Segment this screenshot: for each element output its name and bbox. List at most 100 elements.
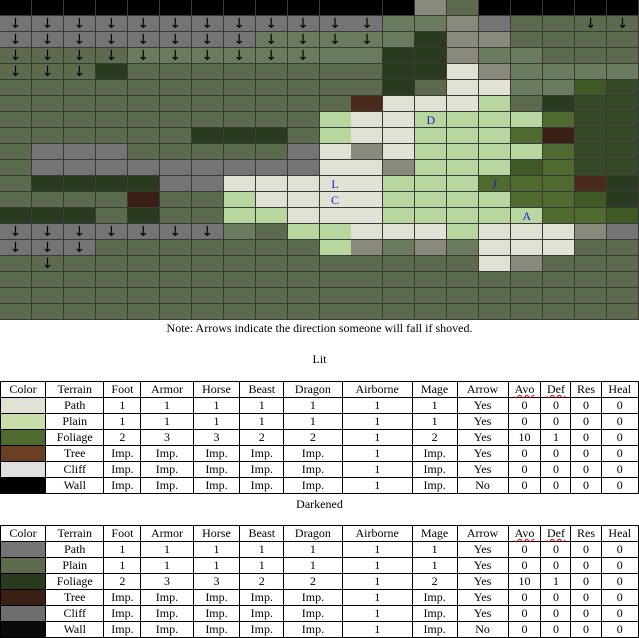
map-tile: ↓: [0, 64, 32, 80]
map-tile: ↓: [575, 15, 608, 32]
table-cell: 0: [600, 477, 639, 494]
table-cell: Imp.: [192, 445, 241, 462]
map-tile: [223, 192, 256, 208]
table-cell: Foliage: [44, 429, 105, 446]
table-cell: Tree: [44, 589, 105, 606]
table-cell: Imp.: [103, 605, 142, 622]
map-tile: [159, 80, 192, 96]
map-tile: [319, 96, 352, 112]
map-tile: [447, 112, 480, 128]
map-tile: [127, 256, 160, 272]
table-cell: 2: [103, 573, 142, 590]
table-cell: 0: [600, 557, 639, 574]
map-tile: [191, 64, 224, 80]
map-tile: ↓: [223, 48, 256, 64]
lit-header-airborne: Airborne: [341, 381, 413, 398]
map-tile: [607, 80, 639, 96]
map-tile: [63, 272, 96, 288]
table-cell: 1: [341, 605, 413, 622]
map-tile: [31, 272, 64, 288]
map-tile: [351, 96, 384, 112]
fall-arrow-icon: ↓: [9, 223, 22, 240]
table-cell: 1: [192, 541, 241, 558]
fall-arrow-icon: ↓: [41, 31, 54, 48]
map-tile: [191, 192, 224, 208]
map-tile: [255, 176, 288, 192]
map-tile: A: [511, 208, 544, 224]
map-tile: [511, 64, 544, 80]
map-tile: [511, 224, 544, 240]
lit-header-dragon: Dragon: [283, 381, 343, 398]
map-tile: [31, 160, 64, 176]
map-tile: [447, 96, 480, 112]
map-tile: [511, 304, 544, 320]
map-tile: [383, 112, 416, 128]
map-tile: [127, 112, 160, 128]
table-cell: 1: [140, 541, 194, 558]
map-tile: [255, 224, 288, 240]
color-swatch: [0, 461, 46, 478]
fall-arrow-icon: ↓: [73, 63, 86, 80]
map-tile: [415, 176, 448, 192]
map-tile: [0, 176, 32, 192]
table-cell: 0: [540, 445, 572, 462]
map-tile: [383, 176, 416, 192]
map-tile: ↓: [0, 224, 32, 240]
lit-header-horse: Horse: [192, 381, 241, 398]
map-tile: [95, 128, 128, 144]
map-tile: [223, 272, 256, 288]
table-cell: 0: [540, 413, 572, 430]
map-tile: [575, 288, 608, 304]
color-swatch: [0, 445, 46, 462]
lit-header-res: Res: [570, 381, 602, 398]
table-cell: Imp.: [239, 445, 285, 462]
map-tile: [607, 144, 639, 160]
map-tile: [575, 48, 608, 64]
map-tile: [415, 96, 448, 112]
map-tile: [319, 80, 352, 96]
map-tile: [31, 176, 64, 192]
map-tile: [479, 224, 512, 240]
map-tile: ↓: [319, 32, 352, 48]
map-tile: [191, 304, 224, 320]
map-tile: [351, 192, 384, 208]
map-tile: [415, 288, 448, 304]
map-tile: [383, 0, 416, 16]
map-tile: ↓: [191, 224, 224, 240]
map-tile: [415, 160, 448, 176]
map-tile: [415, 192, 448, 208]
map-tile: ↓: [159, 224, 192, 240]
table-cell: 0: [540, 589, 572, 606]
map-tile: [447, 144, 480, 160]
table-cell: Cliff: [44, 605, 105, 622]
map-tile: [479, 80, 512, 96]
map-tile: [607, 240, 639, 256]
table-cell: Wall: [44, 477, 105, 494]
map-tile: [543, 160, 576, 176]
fall-arrow-icon: ↓: [73, 239, 86, 256]
table-cell: 1: [411, 397, 458, 414]
fall-arrow-icon: ↓: [584, 15, 597, 32]
table-cell: 0: [507, 541, 542, 558]
color-swatch: [0, 573, 46, 590]
map-tile: [95, 304, 128, 320]
map-tile: [511, 176, 544, 192]
table-cell: 2: [103, 429, 142, 446]
map-tile: [479, 240, 512, 256]
fall-arrow-icon: ↓: [233, 15, 245, 32]
map-tile: [543, 64, 576, 80]
map-tile: [383, 64, 416, 80]
map-tile: [415, 64, 448, 80]
map-tile: [63, 288, 96, 304]
map-tile: [159, 96, 192, 112]
map-tile: [0, 288, 32, 304]
fall-arrow-icon: ↓: [105, 223, 118, 240]
map-tile: [255, 304, 288, 320]
map-tile: [383, 48, 416, 64]
map-tile: [383, 256, 416, 272]
fall-arrow-icon: ↓: [233, 31, 245, 48]
map-tile: [447, 16, 480, 32]
map-tile: [223, 240, 256, 256]
map-tile: [63, 144, 96, 160]
map-tile: [351, 0, 384, 16]
